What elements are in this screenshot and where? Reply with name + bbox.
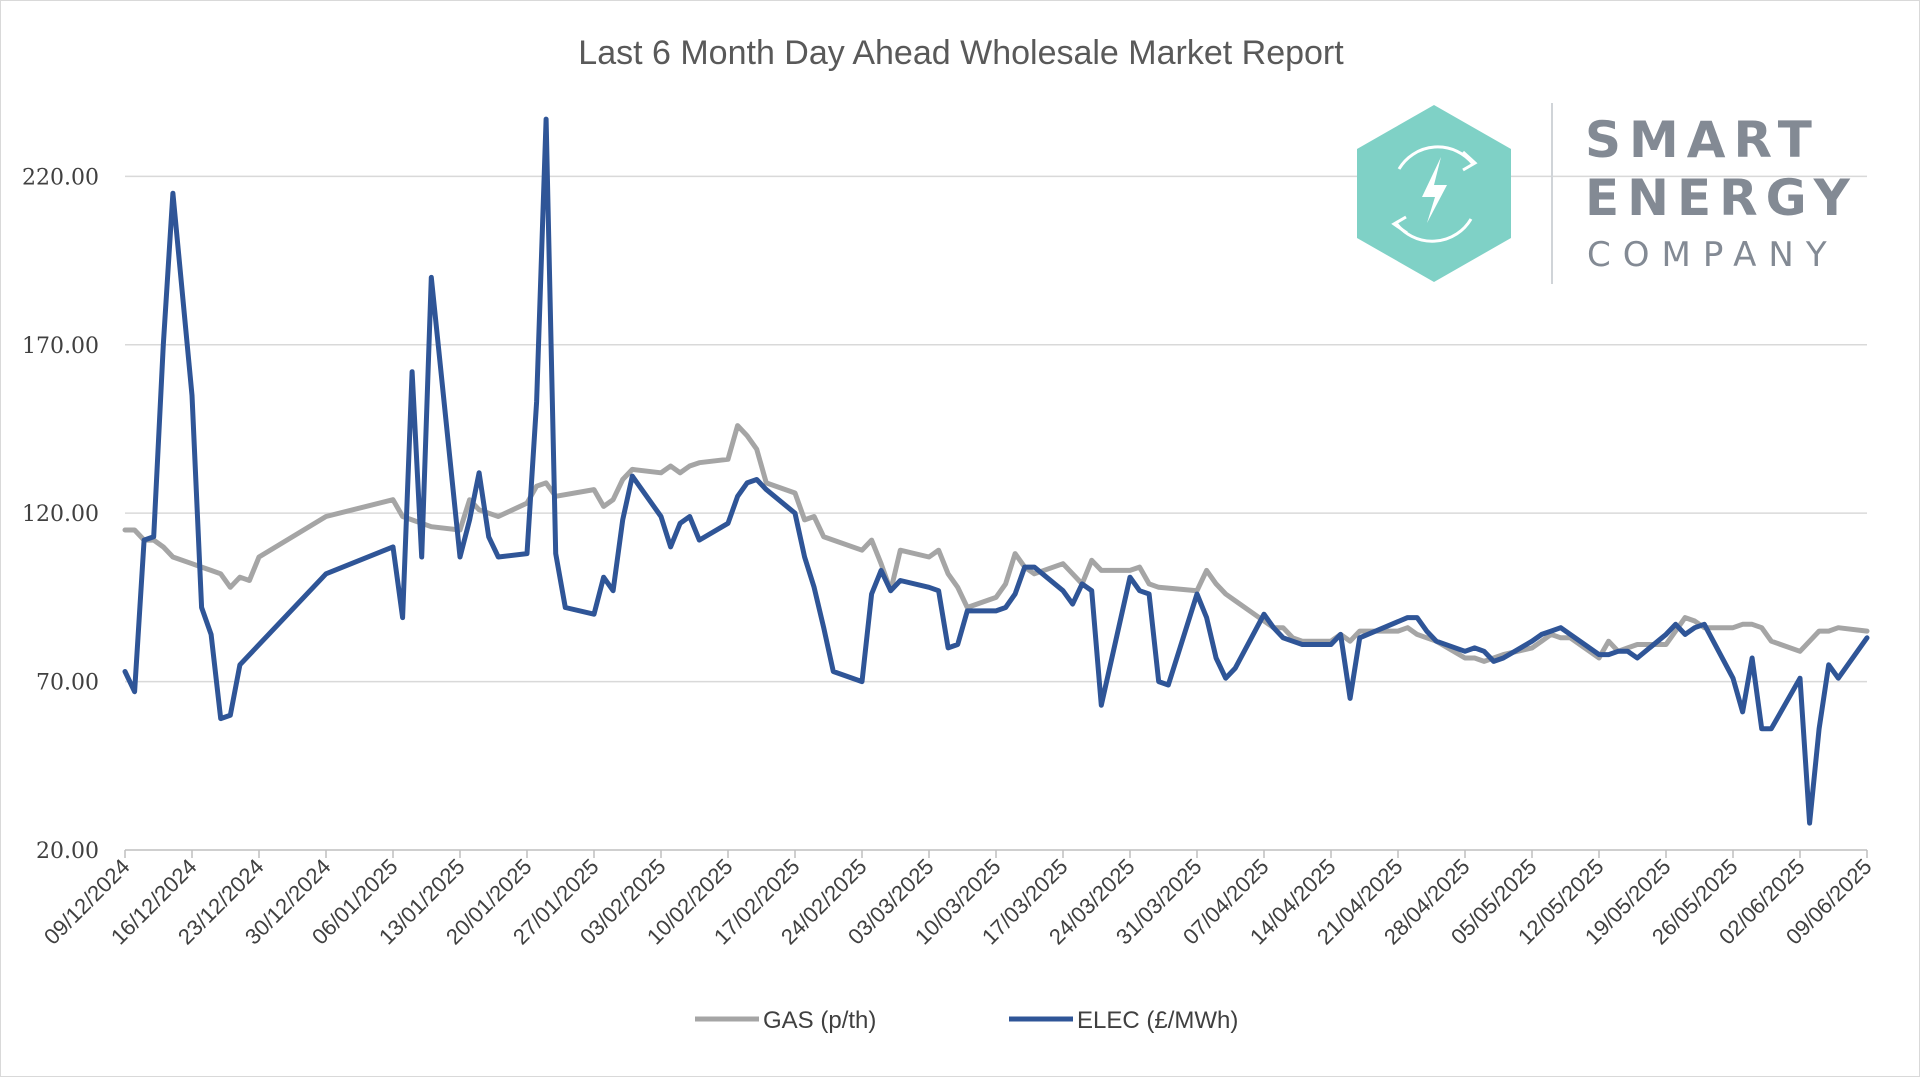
y-tick-label: 170.00	[22, 334, 99, 359]
elec-series-line	[122, 116, 1870, 826]
lightning-refresh-icon	[1391, 145, 1478, 243]
smart-energy-logo: SMART ENERGY COMPANY	[1357, 103, 1858, 284]
logo-text-company: COMPANY	[1587, 235, 1839, 275]
legend-label-gas: GAS (p/th)	[763, 1007, 876, 1034]
y-axis-ticks: 20.00 70.00 120.00 170.00 220.00	[22, 165, 99, 864]
grid-lines	[125, 175, 1867, 683]
logo-text-energy: ENERGY	[1585, 169, 1858, 227]
y-tick-label: 70.00	[36, 671, 99, 696]
y-tick-label: 20.00	[36, 839, 99, 864]
legend: GAS (p/th) ELEC (£/MWh)	[695, 1007, 1238, 1034]
x-axis-ticks: 09/12/202416/12/202423/12/202430/12/2024…	[39, 850, 1877, 949]
legend-item-gas: GAS (p/th)	[695, 1007, 876, 1034]
gas-series-line	[122, 423, 1870, 664]
legend-item-elec: ELEC (£/MWh)	[1009, 1007, 1238, 1034]
legend-label-elec: ELEC (£/MWh)	[1077, 1007, 1238, 1034]
y-tick-label: 120.00	[22, 502, 99, 527]
chart-title: Last 6 Month Day Ahead Wholesale Market …	[578, 34, 1344, 72]
y-tick-label: 220.00	[22, 165, 99, 190]
logo-text-smart: SMART	[1585, 111, 1820, 169]
series-lines	[122, 116, 1870, 826]
